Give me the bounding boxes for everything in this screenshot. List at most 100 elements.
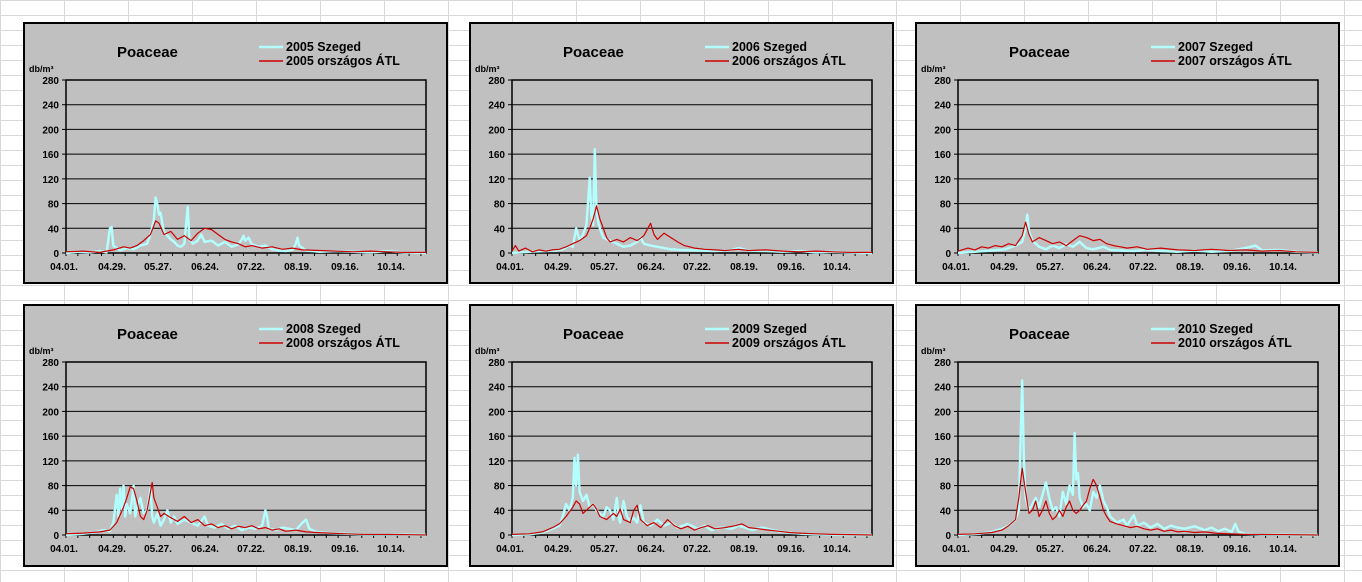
- y-tick-label: 80: [48, 200, 60, 211]
- series-line-orszagos: [511, 205, 872, 253]
- x-tick-label: 08.19.: [1176, 544, 1204, 555]
- legend-label-2: 2009 országos ÁTL: [732, 335, 846, 350]
- y-tick-label: 80: [940, 200, 952, 211]
- x-tick-label: 10.14.: [1269, 544, 1297, 555]
- y-tick-label: 200: [934, 407, 951, 418]
- x-tick-label: 05.27.: [1036, 262, 1064, 273]
- y-tick-label: 240: [934, 101, 951, 112]
- series-line-orszagos: [511, 500, 873, 536]
- x-tick-label: 09.16.: [777, 262, 805, 273]
- x-tick-label: 09.16.: [331, 544, 359, 555]
- y-tick-label: 280: [42, 76, 59, 87]
- y-tick-label: 200: [42, 407, 59, 418]
- y-tick-label: 80: [494, 482, 506, 493]
- y-tick-label: 240: [42, 383, 59, 394]
- x-tick-label: 08.19.: [284, 262, 312, 273]
- series-line-orszagos: [957, 467, 1319, 536]
- chart-panel-6[interactable]: Poaceae db/m³ 2010 Szeged 2010 országos ÁTL…: [915, 304, 1340, 567]
- x-tick-label: 05.27.: [590, 262, 618, 273]
- y-tick-label: 40: [494, 224, 506, 235]
- y-tick-label: 240: [42, 101, 59, 112]
- y-tick-label: 160: [488, 432, 505, 443]
- plot-area: [957, 79, 1319, 254]
- series-line-szeged: [65, 484, 427, 537]
- legend-label-1: 2007 Szeged: [1178, 40, 1253, 54]
- x-tick-label: 09.16.: [331, 262, 359, 273]
- x-tick-label: 06.24.: [191, 544, 219, 555]
- x-tick-label: 06.24.: [1083, 544, 1111, 555]
- y-tick-label: 160: [934, 150, 951, 161]
- y-tick-label: 40: [494, 506, 506, 517]
- y-axis-unit: db/m³: [475, 64, 500, 74]
- y-tick-label: 200: [934, 125, 951, 136]
- y-tick-label: 120: [42, 457, 59, 468]
- chart-panel-4[interactable]: Poaceae db/m³ 2008 Szeged 2008 országos ÁTL…: [23, 304, 448, 567]
- x-tick-label: 07.22.: [683, 544, 711, 555]
- plot-area: [957, 361, 1319, 536]
- series-line-orszagos: [65, 220, 426, 253]
- legend-label-1: 2008 Szeged: [286, 322, 361, 336]
- y-tick-label: 80: [494, 200, 506, 211]
- x-tick-label: 05.27.: [590, 544, 618, 555]
- chart-panel-1[interactable]: Poaceae db/m³ 2005 Szeged 2005 országos ÁTL…: [23, 22, 448, 284]
- x-tick-label: 09.16.: [1223, 544, 1251, 555]
- y-axis-unit: db/m³: [921, 346, 946, 356]
- x-tick-label: 04.29.: [990, 544, 1018, 555]
- series-line-szeged: [957, 379, 1318, 537]
- y-tick-label: 240: [934, 383, 951, 394]
- x-tick-label: 10.14.: [377, 262, 405, 273]
- x-tick-label: 10.14.: [1269, 262, 1297, 273]
- series-line-orszagos: [65, 481, 427, 536]
- y-tick-label: 200: [42, 125, 59, 136]
- y-tick-label: 280: [42, 358, 59, 369]
- legend-label-1: 2005 Szeged: [286, 40, 361, 54]
- x-tick-label: 07.22.: [1129, 262, 1157, 273]
- x-tick-label: 05.27.: [1036, 544, 1064, 555]
- x-tick-label: 07.22.: [683, 262, 711, 273]
- x-tick-label: 04.01.: [942, 544, 970, 555]
- plot-area: [511, 79, 873, 254]
- x-tick-label: 04.29.: [98, 544, 126, 555]
- legend-label-2: 2006 országos ÁTL: [732, 53, 846, 68]
- x-tick-label: 04.29.: [98, 262, 126, 273]
- legend-label-2: 2010 országos ÁTL: [1178, 335, 1292, 350]
- x-tick-label: 06.24.: [1083, 262, 1111, 273]
- y-tick-label: 80: [940, 482, 952, 493]
- legend-label-1: 2006 Szeged: [732, 40, 807, 54]
- chart-panel-5[interactable]: Poaceae db/m³ 2009 Szeged 2009 országos ÁTL…: [469, 304, 894, 567]
- x-tick-label: 09.16.: [1223, 262, 1251, 273]
- x-tick-label: 04.29.: [544, 544, 572, 555]
- y-axis-unit: db/m³: [29, 64, 54, 74]
- x-tick-label: 04.29.: [544, 262, 572, 273]
- series-line-szeged: [511, 453, 872, 537]
- x-tick-label: 10.14.: [823, 544, 851, 555]
- legend-label-2: 2007 országos ÁTL: [1178, 53, 1292, 68]
- chart-panel-2[interactable]: Poaceae db/m³ 2006 Szeged 2006 országos ÁTL…: [469, 22, 894, 284]
- chart-title: Poaceae: [563, 44, 624, 61]
- x-tick-label: 06.24.: [637, 262, 665, 273]
- x-tick-label: 08.19.: [730, 262, 758, 273]
- y-tick-label: 0: [499, 249, 505, 260]
- x-tick-label: 08.19.: [1176, 262, 1204, 273]
- x-tick-label: 04.01.: [50, 544, 78, 555]
- y-tick-label: 160: [934, 432, 951, 443]
- y-tick-label: 0: [945, 531, 951, 542]
- y-tick-label: 240: [488, 383, 505, 394]
- plot-area: [65, 79, 427, 254]
- x-tick-label: 04.29.: [990, 262, 1018, 273]
- x-tick-label: 10.14.: [823, 262, 851, 273]
- chart-panel-3[interactable]: Poaceae db/m³ 2007 Szeged 2007 országos ÁTL…: [915, 22, 1340, 284]
- y-tick-label: 200: [488, 407, 505, 418]
- y-tick-label: 280: [934, 76, 951, 87]
- x-tick-label: 06.24.: [637, 544, 665, 555]
- y-tick-label: 120: [488, 457, 505, 468]
- series-line-orszagos: [957, 221, 1319, 253]
- x-tick-label: 04.01.: [496, 262, 524, 273]
- y-tick-label: 120: [934, 175, 951, 186]
